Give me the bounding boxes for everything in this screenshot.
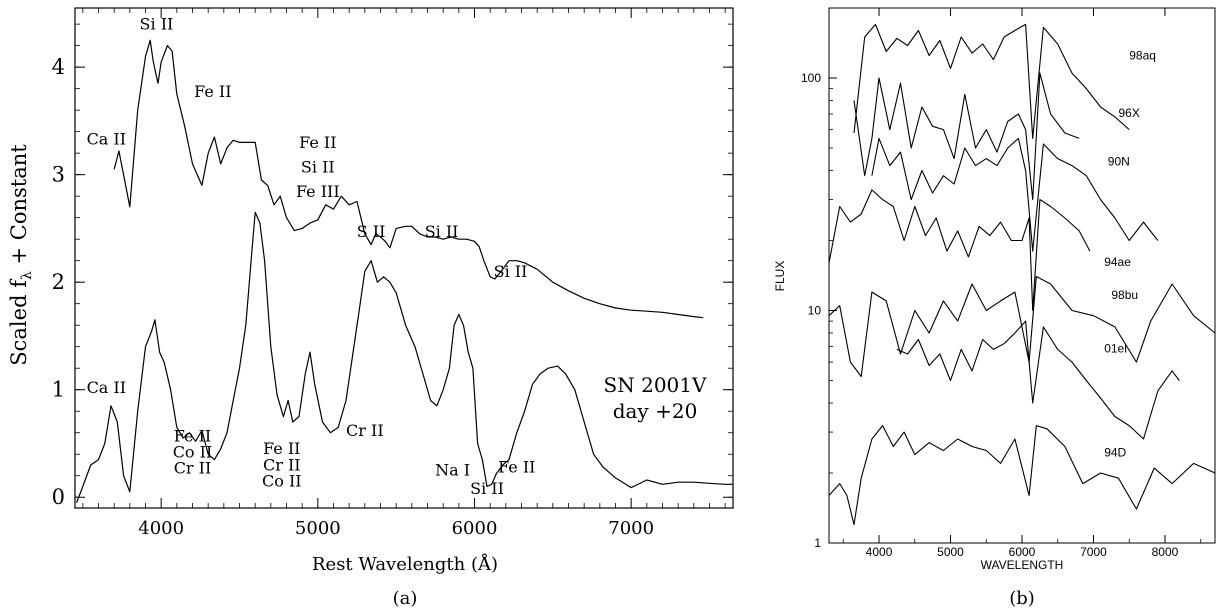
series-label-98aq: 98aq	[1129, 49, 1156, 63]
panel-a-spectra	[76, 39, 733, 503]
a-xtick-label: 7000	[608, 518, 654, 539]
spectrum-98bu	[828, 275, 1216, 378]
line-id-label: S II	[357, 222, 386, 241]
line-id-label: Co II	[173, 442, 213, 461]
line-id-label: Cr II	[263, 455, 301, 474]
a-ytick-label: 0	[52, 485, 65, 509]
b-ytick-label: 1	[814, 536, 821, 550]
line-id-label: Cr II	[174, 459, 212, 478]
series-label-96X: 96X	[1119, 106, 1140, 120]
panel-a: 4000 5000 6000 7000 0 1 2 3 4 Si II Ca II Fe II Fe …	[7, 7, 734, 609]
line-id-label: Cr II	[346, 421, 384, 440]
panel-a-caption: (a)	[393, 588, 418, 609]
line-id-label: Si II	[470, 479, 504, 498]
a-xtick-label: 6000	[452, 518, 498, 539]
series-label-90N: 90N	[1108, 155, 1130, 169]
panel-b-ticks: 4000 5000 6000 7000 8000 1 10 100	[801, 7, 1202, 559]
panel-b-frame	[828, 7, 1216, 544]
line-id-label: Fe II	[299, 133, 336, 152]
b-xtick-label: 7000	[1080, 545, 1107, 559]
line-id-label: Ca II	[87, 130, 127, 149]
spectrum-94ae	[828, 189, 1091, 312]
line-id-label: Fe II	[498, 458, 535, 477]
panel-b-series-labels: 98aq 96X 90N 94ae 98bu 01el 94D	[1104, 49, 1156, 460]
line-id-label: Fe III	[296, 182, 340, 201]
b-xtick-label: 8000	[1152, 545, 1179, 559]
a-ytick-label: 2	[52, 270, 65, 294]
spectrum-upper	[113, 39, 704, 319]
line-id-label: Si II	[301, 158, 335, 177]
b-xtick-label: 5000	[937, 545, 964, 559]
b-ytick-label: 10	[808, 303, 822, 317]
panel-b-ylabel: FLUX	[773, 261, 787, 292]
b-ytick-label: 100	[801, 71, 821, 85]
line-id-label: Si II	[494, 262, 528, 281]
panel-a-line-labels: Si II Ca II Fe II Fe II Si II Fe III S II Si II…	[87, 15, 536, 499]
spectrum-01el	[896, 320, 1180, 440]
line-id-label: Na I	[435, 461, 470, 480]
panel-a-ticks: 4000 5000 6000 7000 0 1 2 3 4	[52, 8, 733, 539]
line-id-label: Fe II	[174, 426, 211, 445]
spectrum-lower	[76, 211, 733, 503]
a-ytick-label: 4	[52, 55, 65, 79]
line-id-label: Ca II	[87, 378, 127, 397]
spectrum-90N	[871, 137, 1159, 252]
panel-b: 4000 5000 6000 7000 8000 1 10 100 98aq 96X 90N 94a…	[773, 7, 1216, 609]
legend-line-1: SN 2001V	[604, 373, 707, 397]
series-label-98bu: 98bu	[1111, 288, 1138, 302]
b-xtick-label: 6000	[1009, 545, 1036, 559]
panel-a-ylabel: Scaled fλ + Constant	[7, 144, 35, 366]
series-label-01el: 01el	[1104, 341, 1127, 355]
panel-b-caption: (b)	[1009, 588, 1035, 609]
line-id-label: Co II	[262, 471, 302, 490]
a-ytick-label: 3	[52, 163, 65, 187]
panel-b-spectra	[828, 23, 1216, 526]
panel-a-frame	[74, 7, 734, 509]
series-label-94ae: 94ae	[1104, 255, 1131, 269]
line-id-label: Fe II	[263, 439, 300, 458]
a-ytick-label: 1	[52, 378, 65, 402]
series-label-94D: 94D	[1104, 446, 1126, 460]
legend-line-2: day +20	[613, 399, 698, 423]
a-xtick-label: 5000	[295, 518, 341, 539]
panel-b-xlabel: WAVELENGTH	[981, 558, 1064, 572]
spectrum-94D	[828, 425, 1216, 526]
spectrum-96X	[853, 72, 1080, 201]
a-xtick-label: 4000	[138, 518, 184, 539]
line-id-label: Si II	[425, 222, 459, 241]
line-id-label: Fe II	[194, 82, 231, 101]
spectrum-98aq	[853, 23, 1130, 139]
line-id-label: Si II	[140, 15, 174, 34]
b-xtick-label: 4000	[866, 545, 893, 559]
panel-a-xlabel: Rest Wavelength (Å)	[312, 553, 498, 575]
